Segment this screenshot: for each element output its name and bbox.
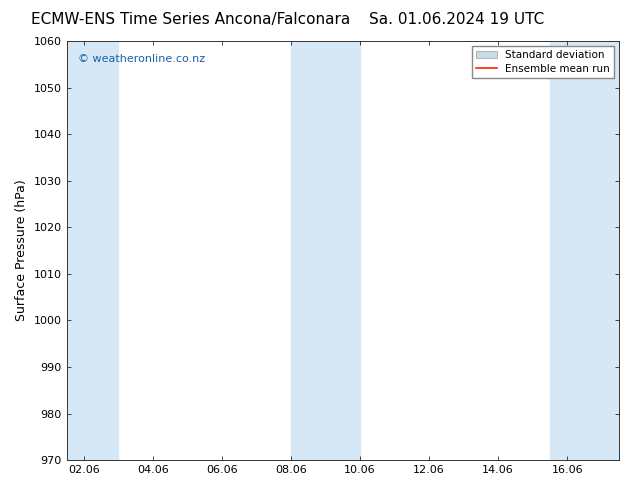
Y-axis label: Surface Pressure (hPa): Surface Pressure (hPa)	[15, 180, 28, 321]
Legend: Standard deviation, Ensemble mean run: Standard deviation, Ensemble mean run	[472, 46, 614, 78]
Text: ECMW-ENS Time Series Ancona/Falconara: ECMW-ENS Time Series Ancona/Falconara	[30, 12, 350, 27]
Text: Sa. 01.06.2024 19 UTC: Sa. 01.06.2024 19 UTC	[369, 12, 544, 27]
Bar	[67, 41, 119, 460]
Text: © weatheronline.co.nz: © weatheronline.co.nz	[77, 53, 205, 64]
Bar	[550, 41, 619, 460]
Bar	[291, 41, 360, 460]
